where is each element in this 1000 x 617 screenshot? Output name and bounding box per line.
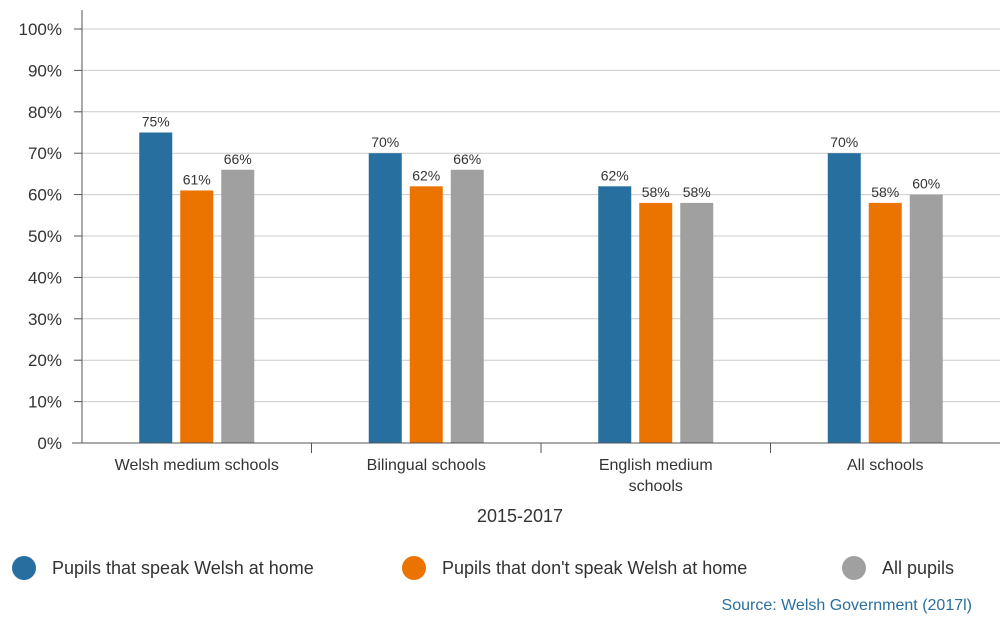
data-label: 66% xyxy=(453,151,481,167)
data-labels: 75% 61% 66% 70% 62% 66% 62% 58% 58% 70% 58% 60% xyxy=(142,114,941,200)
data-label: 70% xyxy=(830,134,858,150)
bar xyxy=(180,190,214,443)
bars xyxy=(139,132,943,443)
legend-dot-icon xyxy=(842,556,866,580)
bar xyxy=(909,194,943,443)
y-tick-label: 30% xyxy=(28,310,62,329)
y-tick-label: 20% xyxy=(28,351,62,370)
x-axis-title: 2015-2017 xyxy=(477,506,563,526)
category-labels: Welsh medium schools Bilingual schools Eng… xyxy=(115,443,923,495)
legend-item-all-pupils: All pupils xyxy=(842,556,954,580)
bar xyxy=(598,186,632,443)
data-label: 58% xyxy=(642,184,670,200)
bar xyxy=(221,169,255,443)
y-tick-label: 40% xyxy=(28,268,62,287)
bar xyxy=(368,153,402,443)
bar xyxy=(450,169,484,443)
bar xyxy=(139,132,173,443)
data-label: 66% xyxy=(224,151,252,167)
category-label: Bilingual schools xyxy=(367,457,486,474)
data-label: 60% xyxy=(912,176,940,192)
y-tick-label: 70% xyxy=(28,144,62,163)
source-note: Source: Welsh Government (2017l) xyxy=(721,597,972,614)
data-label: 62% xyxy=(601,167,629,183)
category-label: schools xyxy=(629,478,683,495)
legend-item-non-welsh-home: Pupils that don't speak Welsh at home xyxy=(402,556,747,580)
legend-label: Pupils that speak Welsh at home xyxy=(52,557,314,578)
bar xyxy=(639,202,673,443)
category-label: All schools xyxy=(847,457,923,474)
category-label: English medium xyxy=(599,457,713,474)
legend-label: All pupils xyxy=(882,557,955,578)
y-tick-label: 50% xyxy=(28,227,62,246)
y-tick-label: 60% xyxy=(28,186,62,205)
bar-chart: 0% 10% 20% 30% 40% 50% 60% 70% 80% 90% 100% 75% 61%… xyxy=(19,10,1000,526)
data-label: 58% xyxy=(871,184,899,200)
category-label: Welsh medium schools xyxy=(115,457,279,474)
gridlines xyxy=(82,28,1000,403)
bar xyxy=(868,202,902,443)
data-label: 58% xyxy=(683,184,711,200)
y-tick-label: 0% xyxy=(37,434,62,453)
legend: Pupils that speak Welsh at home Pupils t… xyxy=(0,556,1000,588)
legend-dot-icon xyxy=(12,556,36,580)
data-label: 75% xyxy=(142,114,170,130)
bar xyxy=(827,153,861,443)
y-tick-label: 80% xyxy=(28,103,62,122)
legend-label: Pupils that don't speak Welsh at home xyxy=(442,557,748,578)
legend-item-welsh-home: Pupils that speak Welsh at home xyxy=(12,556,314,580)
y-axis-ticks: 0% 10% 20% 30% 40% 50% 60% 70% 80% 90% 100% xyxy=(19,20,82,453)
bar xyxy=(409,186,443,443)
y-tick-label: 10% xyxy=(28,393,62,412)
y-tick-label: 90% xyxy=(28,61,62,80)
legend-dot-icon xyxy=(402,556,426,580)
data-label: 62% xyxy=(412,167,440,183)
y-tick-label: 100% xyxy=(19,20,62,39)
data-label: 61% xyxy=(183,171,211,187)
bar xyxy=(680,202,714,443)
data-label: 70% xyxy=(371,134,399,150)
